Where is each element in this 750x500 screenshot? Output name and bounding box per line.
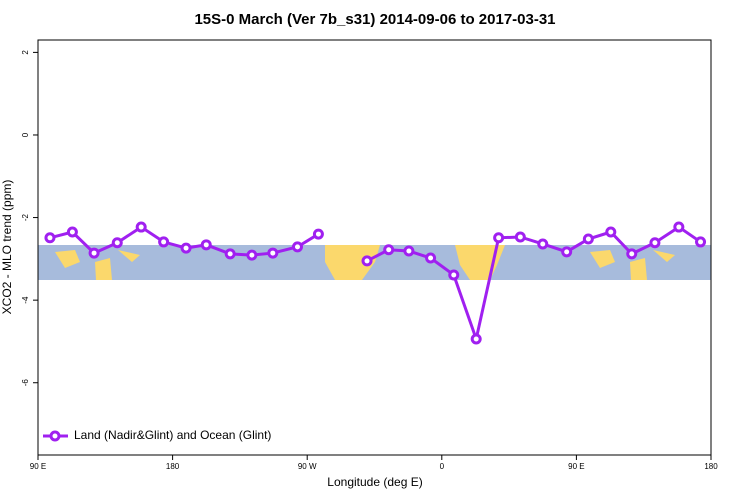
data-point: [649, 237, 661, 249]
data-point: [44, 232, 56, 244]
data-point: [561, 246, 573, 258]
y-tick-label: -4: [21, 296, 30, 304]
data-point: [312, 228, 324, 240]
map-background: [38, 245, 711, 280]
x-tick-label: 180: [704, 462, 718, 471]
data-point: [383, 244, 395, 256]
legend-marker: [49, 430, 61, 442]
data-point: [673, 221, 685, 233]
x-axis-label: Longitude (deg E): [327, 475, 422, 489]
data-point: [180, 242, 192, 254]
data-point: [361, 255, 373, 267]
y-tick-label: 2: [21, 50, 30, 55]
data-point: [626, 248, 638, 260]
data-point: [448, 269, 460, 281]
data-point: [88, 247, 100, 259]
legend-label: Land (Nadir&Glint) and Ocean (Glint): [74, 428, 271, 442]
x-tick-label: 0: [440, 462, 445, 471]
y-tick-label: -6: [21, 379, 30, 387]
data-point: [224, 248, 236, 260]
data-point: [267, 247, 279, 259]
chart-title: 15S-0 March (Ver 7b_s31) 2014-09-06 to 2…: [194, 11, 555, 28]
data-point: [537, 238, 549, 250]
data-point: [493, 232, 505, 244]
plot-frame: [37, 39, 712, 456]
data-point: [200, 239, 212, 251]
data-point: [605, 226, 617, 238]
data-point: [582, 233, 594, 245]
y-axis-label: XCO2 - MLO trend (ppm): [0, 180, 14, 315]
data-point: [158, 236, 170, 248]
data-point: [695, 236, 707, 248]
x-tick-label: 90 E: [30, 462, 46, 471]
data-point: [246, 249, 258, 261]
data-point: [514, 231, 526, 243]
x-tick-label: 90 W: [298, 462, 317, 471]
data-point: [66, 226, 78, 238]
y-tick-label: -2: [21, 213, 30, 221]
data-point: [425, 252, 437, 264]
data-point: [403, 245, 415, 257]
series-line: [49, 225, 702, 345]
y-tick-label: 0: [21, 132, 30, 137]
data-point: [470, 333, 482, 345]
data-point: [291, 241, 303, 253]
x-tick-label: 90 E: [568, 462, 584, 471]
x-tick-label: 180: [166, 462, 180, 471]
data-point: [111, 237, 123, 249]
data-point: [135, 221, 147, 233]
